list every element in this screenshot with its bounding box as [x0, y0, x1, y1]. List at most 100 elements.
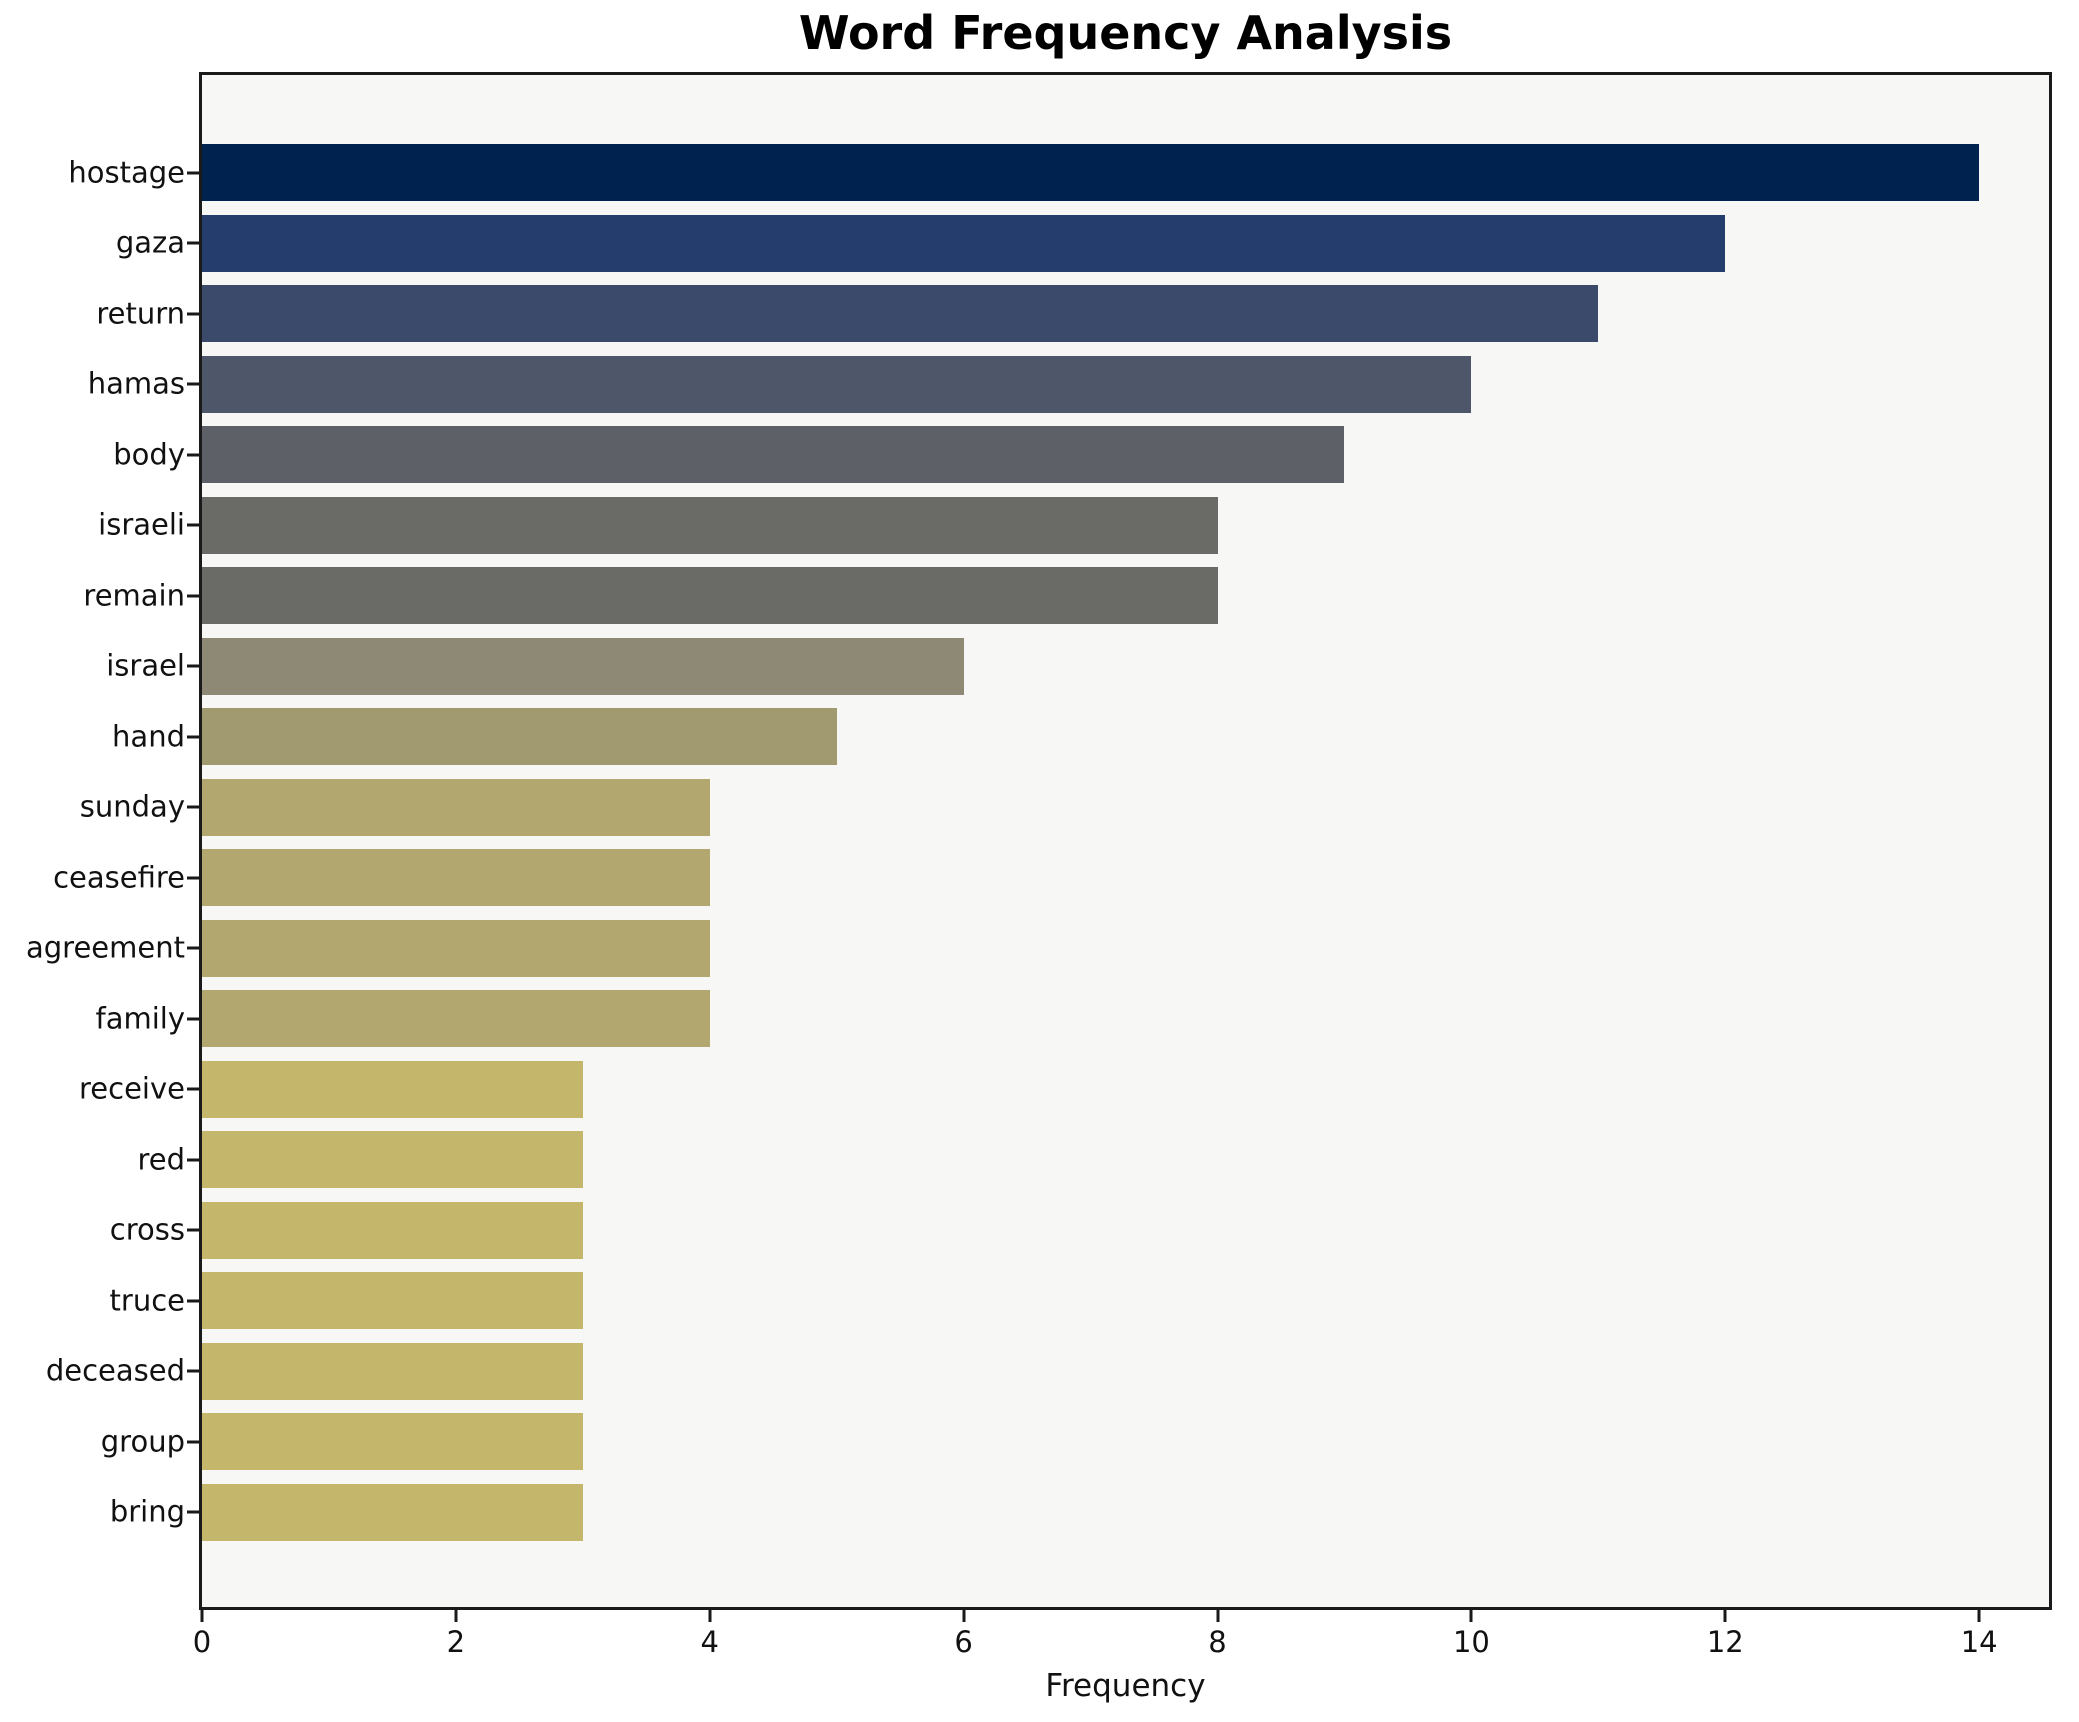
y-tick-mark: [187, 382, 199, 386]
y-tick-mark: [187, 1510, 199, 1514]
y-tick-mark: [187, 1440, 199, 1444]
y-axis-label-remain: remain: [83, 578, 185, 613]
x-tick-label-12: 12: [1706, 1625, 1744, 1659]
bar-red: [202, 1131, 583, 1189]
x-axis: 0 2 4 6 8 10 12 14: [193, 1610, 2049, 1670]
bar-row: hostage: [68, 144, 2049, 201]
y-axis-label-red: red: [137, 1142, 185, 1177]
x-tick-mark: [962, 1610, 966, 1622]
bar-row: sunday: [80, 778, 2049, 836]
bar-row: group: [101, 1413, 2049, 1471]
bar-sunday: [202, 778, 710, 836]
plot-area: hostage gaza return hamas body israeli remain i…: [26, 72, 2052, 1610]
bar-group: [202, 1413, 583, 1471]
bar-hamas: [202, 355, 1472, 413]
x-tick-mark: [1216, 1610, 1220, 1622]
y-axis-label-israeli: israeli: [98, 507, 185, 542]
bar-row: family: [95, 990, 2049, 1048]
bars-container: hostage gaza return hamas body israeli remain i…: [26, 75, 2049, 1607]
x-tick-label-2: 2: [446, 1625, 466, 1659]
bar-bring: [202, 1483, 583, 1541]
y-tick-mark: [187, 1158, 199, 1162]
y-axis-label-family: family: [95, 1001, 185, 1036]
bar-body: [202, 426, 1345, 484]
bar-row: israeli: [98, 496, 2049, 554]
y-axis-label-hostage: hostage: [68, 155, 185, 189]
bar-row: remain: [83, 567, 2049, 625]
y-tick-mark: [187, 946, 199, 950]
bar-row: return: [96, 285, 2049, 343]
bar-agreement: [202, 919, 710, 977]
x-tick-label-4: 4: [700, 1625, 719, 1659]
bar-row: israel: [106, 637, 2049, 695]
y-tick-mark: [187, 664, 199, 668]
bar-remain: [202, 567, 1218, 625]
bar-truce: [202, 1272, 583, 1330]
bar-row: gaza: [116, 214, 2049, 272]
y-axis-label-hamas: hamas: [87, 366, 185, 401]
bar-row: deceased: [46, 1342, 2049, 1400]
chart-title: Word Frequency Analysis: [798, 6, 1453, 60]
y-axis-label-truce: truce: [109, 1283, 185, 1318]
y-tick-mark: [187, 1299, 199, 1303]
y-axis-label-body: body: [113, 437, 185, 472]
y-axis-label-ceasefire: ceasefire: [53, 860, 185, 895]
bar-row: body: [113, 426, 2049, 484]
bar-row: agreement: [26, 919, 2049, 977]
y-axis-label-deceased: deceased: [45, 1353, 185, 1388]
y-axis-label-bring: bring: [109, 1494, 185, 1529]
y-axis-label-return: return: [96, 296, 185, 331]
bar-row: cross: [110, 1201, 2049, 1259]
x-tick-mark: [200, 1610, 204, 1622]
bar-row: truce: [110, 1272, 2049, 1330]
y-tick-mark: [187, 312, 199, 316]
bar-row: bring: [110, 1483, 2049, 1541]
bar-hand: [202, 708, 837, 766]
x-tick-label-10: 10: [1452, 1625, 1490, 1659]
y-tick-mark: [187, 1228, 199, 1232]
bar-gaza: [202, 214, 1726, 272]
bar-family: [202, 990, 710, 1048]
y-tick-mark: [187, 453, 199, 457]
bar-receive: [202, 1060, 583, 1118]
x-tick-mark: [1469, 1610, 1473, 1622]
x-tick-label-6: 6: [954, 1625, 973, 1659]
x-tick-mark: [1723, 1610, 1727, 1622]
y-tick-mark: [187, 171, 199, 174]
bar-ceasefire: [202, 849, 710, 907]
bar-hostage: [202, 144, 1980, 201]
y-tick-mark: [187, 1087, 199, 1091]
y-axis-label-cross: cross: [109, 1212, 185, 1247]
y-axis-label-agreement: agreement: [26, 930, 185, 965]
bar-deceased: [202, 1342, 583, 1400]
x-tick-label-8: 8: [1208, 1625, 1227, 1659]
y-axis-label-gaza: gaza: [115, 225, 185, 260]
y-axis-label-receive: receive: [79, 1071, 185, 1106]
y-axis-label-sunday: sunday: [79, 789, 185, 824]
x-tick-mark: [1977, 1610, 1981, 1622]
bar-cross: [202, 1201, 583, 1259]
x-tick-mark: [454, 1610, 458, 1622]
y-axis-label-israel: israel: [106, 648, 185, 683]
y-tick-mark: [187, 1369, 199, 1373]
bar-row: red: [137, 1131, 2049, 1189]
y-tick-mark: [187, 876, 199, 880]
y-tick-mark: [187, 1017, 199, 1021]
bar-israel: [202, 637, 964, 695]
y-tick-mark: [187, 594, 199, 598]
bar-row: hand: [112, 708, 2049, 766]
y-axis-label-hand: hand: [112, 719, 185, 754]
x-tick-label-0: 0: [192, 1625, 212, 1659]
y-axis-label-group: group: [100, 1424, 185, 1459]
y-tick-mark: [187, 735, 199, 739]
bar-return: [202, 285, 1599, 343]
x-tick-label-14: 14: [1960, 1625, 1998, 1659]
bar-israeli: [202, 496, 1218, 554]
bar-row: receive: [79, 1060, 2049, 1118]
y-tick-mark: [187, 805, 199, 809]
bar-row: hamas: [88, 355, 2049, 413]
y-tick-mark: [187, 523, 199, 527]
y-tick-mark: [187, 241, 199, 245]
x-axis-label: Frequency: [1045, 1668, 1206, 1704]
